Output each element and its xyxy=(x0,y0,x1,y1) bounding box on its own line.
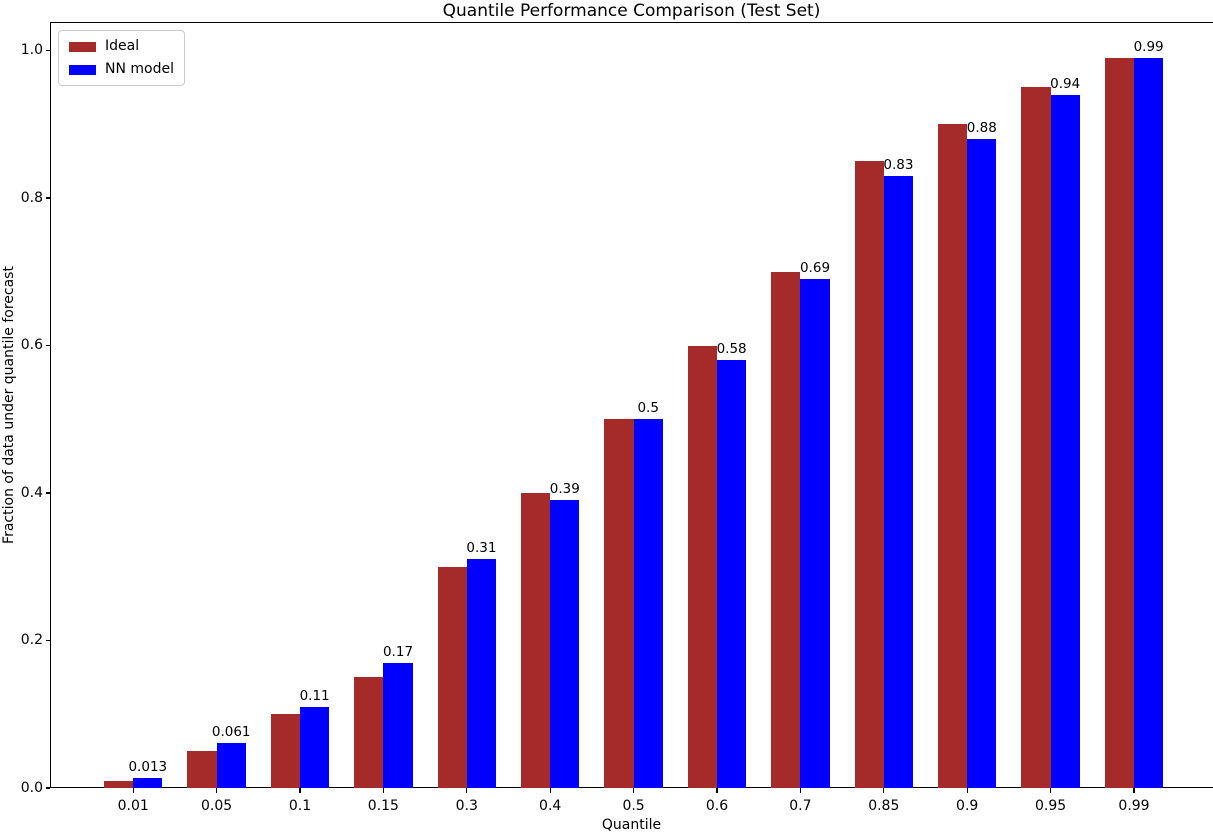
x-tick xyxy=(216,788,218,793)
x-tick xyxy=(966,788,968,793)
y-tick xyxy=(45,49,50,52)
y-tick xyxy=(45,492,50,494)
y-tick xyxy=(45,344,50,347)
x-tick-label: 0.6 xyxy=(705,798,729,814)
x-tick-label: 0.9 xyxy=(956,798,979,814)
legend-item-ideal: Ideal xyxy=(69,39,174,54)
x-tick-label: 0.4 xyxy=(539,798,562,814)
y-tick xyxy=(45,639,50,642)
legend-swatch-nn-model xyxy=(69,64,96,75)
x-tick-label: 0.99 xyxy=(1118,798,1150,814)
y-tick xyxy=(45,787,50,789)
y-axis-title: Fraction of data under quantile forecast xyxy=(1,266,17,544)
x-tick xyxy=(1133,788,1135,793)
legend-swatch-ideal xyxy=(69,41,96,52)
plot-area xyxy=(50,22,1213,788)
x-tick xyxy=(799,788,801,793)
x-tick-label: 0.7 xyxy=(789,798,812,814)
y-tick-label: 0.8 xyxy=(20,189,43,206)
x-tick xyxy=(883,788,885,793)
x-tick-label: 0.01 xyxy=(117,798,149,814)
x-tick xyxy=(382,788,384,793)
y-tick-label: 0.0 xyxy=(20,779,43,796)
legend-label-ideal: Ideal xyxy=(105,38,140,54)
legend-item-nn-model: NN model xyxy=(69,62,174,77)
x-tick xyxy=(549,788,551,793)
legend-label-nn-model: NN model xyxy=(105,61,174,77)
y-tick xyxy=(45,197,50,199)
x-tick-label: 0.3 xyxy=(455,798,478,814)
x-tick xyxy=(1050,788,1052,793)
x-tick xyxy=(132,788,134,793)
x-tick xyxy=(299,788,301,793)
legend: Ideal NN model xyxy=(58,30,185,86)
x-tick-label: 0.95 xyxy=(1035,798,1067,814)
x-tick-label: 0.15 xyxy=(367,798,399,814)
x-tick xyxy=(633,788,635,793)
x-tick xyxy=(466,788,468,793)
x-tick-label: 0.85 xyxy=(868,798,900,814)
x-tick xyxy=(716,788,718,793)
chart-title: Quantile Performance Comparison (Test Se… xyxy=(442,1,821,21)
x-tick-label: 0.5 xyxy=(622,798,645,814)
y-tick-label: 0.2 xyxy=(20,632,43,648)
x-tick-label: 0.1 xyxy=(288,798,312,814)
x-tick-label: 0.05 xyxy=(201,798,233,814)
x-axis-title: Quantile xyxy=(601,817,662,833)
y-tick-label: 1.0 xyxy=(20,42,43,58)
